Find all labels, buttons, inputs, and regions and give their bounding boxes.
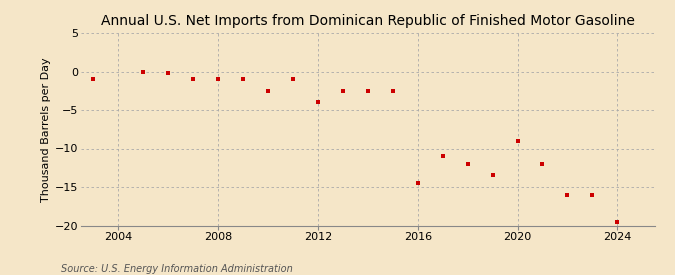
Point xyxy=(238,77,248,81)
Point xyxy=(313,100,323,104)
Point xyxy=(213,77,223,81)
Text: Source: U.S. Energy Information Administration: Source: U.S. Energy Information Administ… xyxy=(61,264,292,274)
Point xyxy=(462,162,473,166)
Point xyxy=(263,89,273,93)
Point xyxy=(338,89,348,93)
Point xyxy=(587,192,598,197)
Point xyxy=(612,219,623,224)
Point xyxy=(562,192,573,197)
Point xyxy=(288,77,298,81)
Title: Annual U.S. Net Imports from Dominican Republic of Finished Motor Gasoline: Annual U.S. Net Imports from Dominican R… xyxy=(101,14,634,28)
Point xyxy=(512,139,523,143)
Point xyxy=(362,89,373,93)
Point xyxy=(412,181,423,185)
Y-axis label: Thousand Barrels per Day: Thousand Barrels per Day xyxy=(40,57,51,202)
Point xyxy=(387,89,398,93)
Point xyxy=(437,154,448,158)
Point xyxy=(537,162,548,166)
Point xyxy=(88,77,99,81)
Point xyxy=(138,69,148,74)
Point xyxy=(188,77,198,81)
Point xyxy=(163,71,173,75)
Point xyxy=(487,173,498,178)
